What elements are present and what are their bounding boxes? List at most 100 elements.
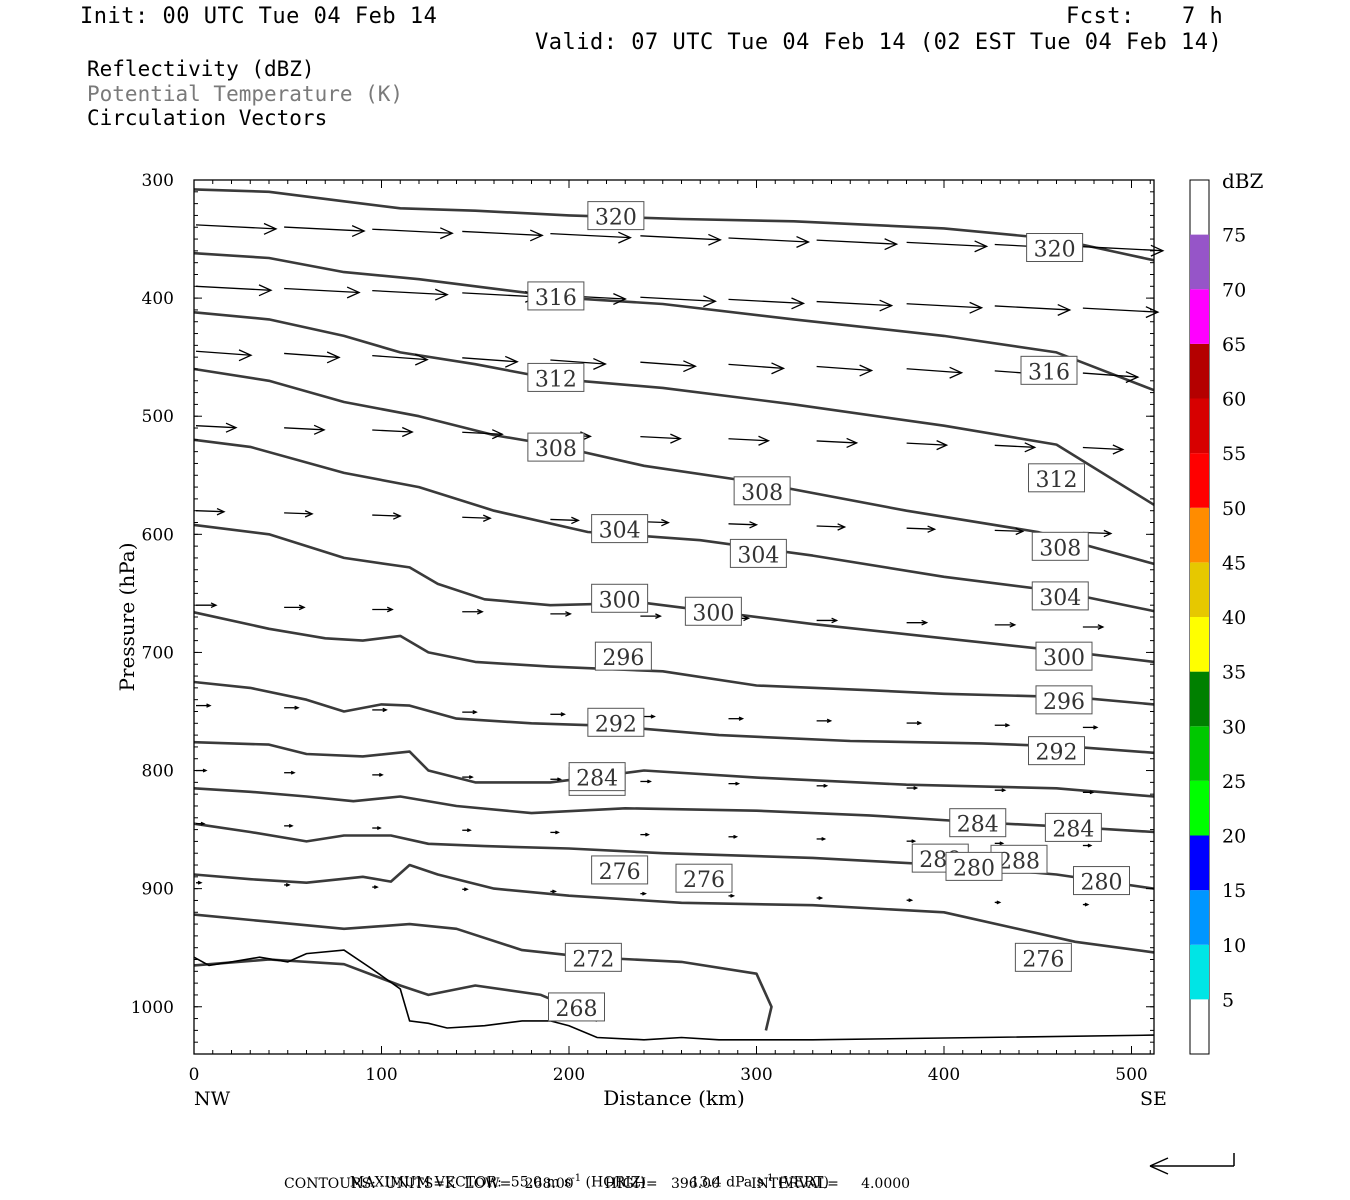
vector-head [1015,527,1025,536]
circulation-vector [284,705,300,710]
circulation-vector [462,229,544,242]
vector-shaft [1082,372,1138,378]
vector-shaft [284,512,313,515]
circulation-vector [195,507,226,516]
contour-label-284: 284 [949,808,1007,838]
colorbar-level: 70 [1222,279,1246,301]
contour-label-316: 316 [1020,355,1078,385]
vert-value: 13.4 [690,1174,722,1191]
contour-label-text: 276 [1022,947,1064,972]
vector-head [911,839,917,844]
contour-label-text: 320 [595,206,637,231]
vector-shaft [550,359,606,365]
vert-exponent: -1 [763,1173,774,1184]
circulation-vector [816,523,847,531]
horiz-value: 55.0 [510,1174,542,1191]
vector-head [555,830,560,835]
circulation-vector [640,295,717,308]
circulation-vector [728,297,806,310]
contour-label-box [1035,685,1093,715]
circulation-vector [816,617,839,624]
circulation-vector [728,521,759,529]
vector-head [647,779,652,784]
vector-head [708,233,722,246]
x-tick-label: 500 [1115,1065,1147,1085]
circulation-vector [284,604,306,611]
vector-head [645,832,650,837]
contour-label-text: 300 [1043,646,1085,671]
colorbar-swatch [1190,780,1209,836]
contour-label-text: 304 [599,519,641,544]
contour-label-box [729,538,787,568]
contour-label-box [1073,866,1130,896]
theta-contour-284 [193,787,1155,834]
contour-label-text: 284 [1052,817,1094,842]
circulation-vector [906,525,937,533]
vector-shaft [816,365,872,372]
theta-contour-292 [193,680,1155,755]
circulation-vector [550,611,572,617]
circulation-vector [372,826,382,830]
circulation-vector [994,788,1007,793]
vector-shaft [906,527,935,530]
contour-label-box [675,863,733,893]
circulation-vector [906,786,919,790]
circulation-vector [1082,244,1165,257]
circulation-vector [994,622,1017,628]
contour-label-text: 276 [599,860,641,885]
vector-shaft [284,427,325,431]
vector-head [346,286,361,299]
contour-label-box [1026,233,1084,263]
vector-head [386,606,394,613]
vector-shaft [994,529,1023,533]
circulation-vector [816,896,824,900]
theta-contour-276 [193,863,1155,954]
vector-shaft [1082,307,1158,313]
contour-label-box [527,362,585,392]
vector-head [225,422,238,433]
circulation-vector [906,720,923,726]
contour-label-box [587,707,645,737]
vector-head [210,602,218,609]
circulation-vector [1082,790,1095,795]
contour-label-box [594,641,652,671]
contour-label-box [587,201,645,231]
x-end-left: NW [194,1088,231,1110]
x-tick-label: 400 [928,1065,960,1085]
colorbar-swatch [1190,835,1209,891]
vector-head [439,227,454,240]
circulation-vector [372,227,454,240]
y-tick-label: 600 [142,525,174,545]
y-tick-label: 400 [142,289,174,309]
contour-label-box [1044,812,1102,842]
circulation-vector [372,772,384,777]
circulation-vector [372,606,394,613]
vector-shaft [728,363,784,370]
theta-contours [193,188,1155,1041]
vector-shaft [550,518,579,522]
vector-head [491,429,504,440]
vector-shaft [816,300,892,307]
colorbar-level: 50 [1222,498,1246,520]
vector-shaft [195,510,225,513]
circulation-vector [640,832,650,837]
vector-head [476,608,484,615]
vector-shaft [462,292,538,298]
circulation-vector [906,440,949,451]
vector-head [560,712,566,717]
contour-label-box [1031,581,1089,611]
vector-head [313,424,326,435]
vector-head [999,841,1005,846]
vector-head [529,229,544,242]
circulation-vector [284,286,361,299]
circulation-vector [728,435,771,446]
vector-shaft [1082,246,1163,252]
vector-head [618,231,632,244]
vert-tag: (VERT) [778,1174,829,1191]
legend-vectors: Circulation Vectors [87,106,328,130]
circulation-vector [195,349,253,362]
contour-label-320: 320 [587,201,645,231]
vector-head [758,435,771,446]
vector-head [821,837,827,841]
vector-head [661,518,670,527]
